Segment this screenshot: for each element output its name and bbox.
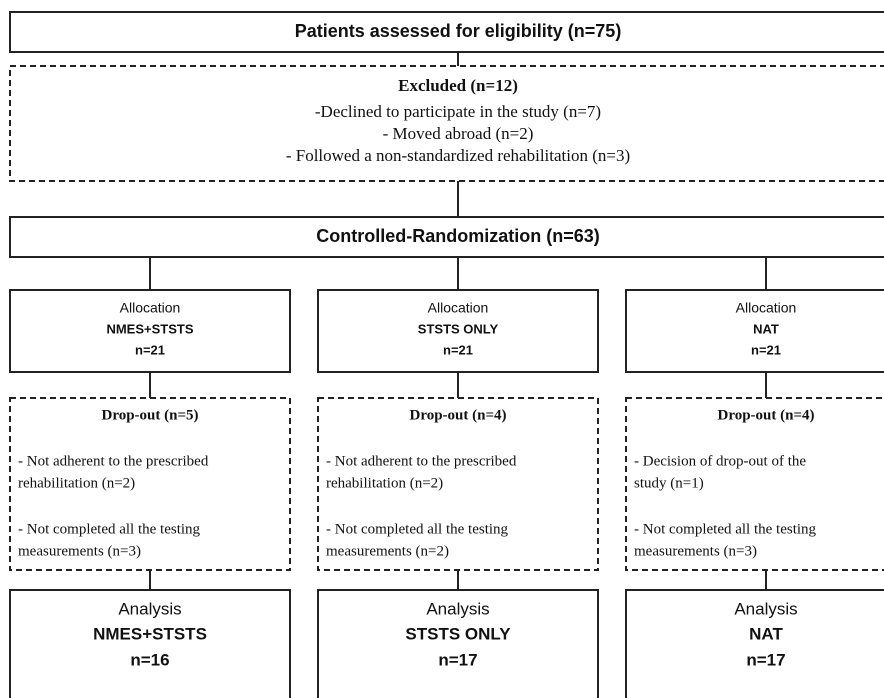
allocation-box: [625, 289, 884, 373]
allocation-label: Allocation: [736, 300, 797, 316]
dropout-reason: - Not completed all the testing: [326, 521, 509, 537]
allocation-n: n=21: [443, 342, 473, 357]
analysis-group: STSTS ONLY: [405, 624, 511, 643]
allocation-n: n=21: [751, 342, 781, 357]
analysis-label: Analysis: [426, 599, 489, 618]
allocation-group: NAT: [753, 321, 779, 336]
analysis-box: [9, 589, 291, 698]
dropout-reason: rehabilitation (n=2): [326, 475, 443, 491]
eligibility-text: Patients assessed for eligibility (n=75): [295, 21, 622, 41]
dropout-box: [9, 397, 291, 571]
dropout-reason: - Not completed all the testing: [18, 521, 201, 537]
allocation-group: NMES+STSTS: [106, 321, 193, 336]
analysis-box: [625, 589, 884, 698]
dropout-reason: - Not completed all the testing: [634, 521, 817, 537]
analysis-group: NAT: [749, 624, 783, 643]
excluded-box: [9, 65, 884, 182]
excluded-reason: - Followed a non-standardized rehabilita…: [286, 146, 630, 165]
analysis-label: Analysis: [734, 599, 797, 618]
randomization-box: [9, 216, 884, 258]
dropout-reason: study (n=1): [634, 475, 704, 491]
dropout-reason: measurements (n=3): [18, 543, 141, 559]
allocation-group: STSTS ONLY: [418, 321, 499, 336]
allocation-n: n=21: [135, 342, 165, 357]
allocation-label: Allocation: [428, 300, 489, 316]
dropout-title: Drop-out (n=4): [717, 407, 814, 423]
excluded-reason: - Moved abroad (n=2): [383, 124, 534, 143]
dropout-title: Drop-out (n=5): [101, 407, 198, 423]
allocation-box: [9, 289, 291, 373]
analysis-group: NMES+STSTS: [93, 624, 207, 643]
excluded-title: Excluded (n=12): [398, 76, 518, 95]
dropout-reason: - Not adherent to the prescribed: [18, 453, 209, 469]
excluded-reason: -Declined to participate in the study (n…: [315, 102, 601, 121]
analysis-box: [317, 589, 599, 698]
dropout-box: [317, 397, 599, 571]
randomization-text: Controlled-Randomization (n=63): [316, 226, 600, 246]
eligibility-box: [9, 11, 884, 53]
dropout-reason: measurements (n=3): [634, 543, 757, 559]
analysis-label: Analysis: [118, 599, 181, 618]
dropout-box: [625, 397, 884, 571]
dropout-title: Drop-out (n=4): [409, 407, 506, 423]
dropout-reason: - Decision of drop-out of the: [634, 453, 806, 469]
allocation-box: [317, 289, 599, 373]
dropout-reason: rehabilitation (n=2): [18, 475, 135, 491]
analysis-n: n=17: [438, 650, 477, 669]
dropout-reason: - Not adherent to the prescribed: [326, 453, 517, 469]
analysis-n: n=16: [130, 650, 169, 669]
allocation-label: Allocation: [120, 300, 181, 316]
analysis-n: n=17: [746, 650, 785, 669]
dropout-reason: measurements (n=2): [326, 543, 449, 559]
